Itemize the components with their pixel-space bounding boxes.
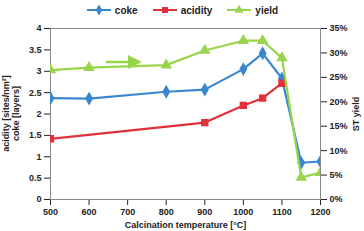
svg-text:2: 2 bbox=[36, 109, 41, 119]
svg-text:1100: 1100 bbox=[272, 207, 292, 217]
svg-text:800: 800 bbox=[159, 207, 174, 217]
svg-text:1: 1 bbox=[36, 152, 41, 162]
svg-text:15%: 15% bbox=[330, 121, 348, 131]
svg-text:0.5: 0.5 bbox=[29, 173, 42, 183]
svg-text:coke [layers]: coke [layers] bbox=[11, 86, 21, 141]
svg-text:5%: 5% bbox=[330, 170, 343, 180]
svg-text:25%: 25% bbox=[330, 72, 348, 82]
html-text:yield: yield bbox=[255, 4, 279, 16]
svg-text:3: 3 bbox=[36, 66, 41, 76]
svg-text:700: 700 bbox=[120, 207, 135, 217]
svg-text:Calcination temperature [°C]: Calcination temperature [°C] bbox=[125, 220, 247, 230]
svg-text:2.5: 2.5 bbox=[29, 88, 42, 98]
svg-text:900: 900 bbox=[197, 207, 212, 217]
svg-text:3.5: 3.5 bbox=[29, 45, 42, 55]
svg-text:20%: 20% bbox=[330, 97, 348, 107]
svg-text:1.5: 1.5 bbox=[29, 130, 42, 140]
svg-text:0%: 0% bbox=[330, 194, 343, 204]
html-text:coke: coke bbox=[114, 4, 138, 16]
svg-text:0: 0 bbox=[36, 194, 41, 204]
svg-text:30%: 30% bbox=[330, 48, 348, 58]
svg-text:4: 4 bbox=[36, 23, 41, 33]
svg-text:35%: 35% bbox=[330, 23, 348, 33]
svg-text:10%: 10% bbox=[330, 146, 348, 156]
svg-text:ST yield: ST yield bbox=[351, 97, 361, 132]
html-text:acidity: acidity bbox=[180, 4, 213, 16]
svg-text:600: 600 bbox=[82, 207, 97, 217]
svg-text:500: 500 bbox=[43, 207, 58, 217]
svg-text:1000: 1000 bbox=[233, 207, 253, 217]
svg-text:acidity [sites/nm²]: acidity [sites/nm²] bbox=[1, 75, 11, 152]
svg-text:1200: 1200 bbox=[310, 207, 330, 217]
